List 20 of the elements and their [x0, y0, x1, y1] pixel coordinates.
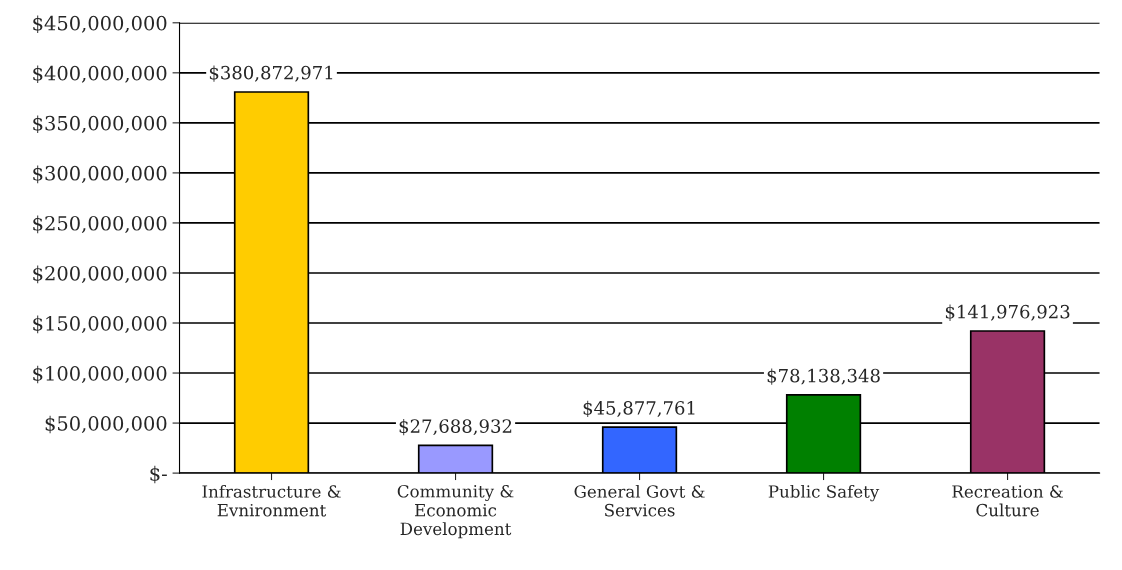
data-label: $380,872,971 [209, 65, 333, 82]
y-tick-label: $400,000,000 [33, 65, 167, 84]
data-label: $27,688,932 [399, 418, 512, 436]
y-tick-label: $150,000,000 [33, 315, 167, 334]
x-tick-label: General Govt & Services [574, 484, 705, 517]
y-tick-label: $- [150, 465, 167, 484]
y-tick-label: $250,000,000 [33, 215, 167, 234]
data-label: $141,976,923 [945, 304, 1070, 321]
data-label: $45,877,761 [583, 400, 695, 418]
x-tick-label: Public Safety [768, 484, 880, 502]
y-tick-label: $350,000,000 [33, 115, 167, 134]
y-tick-label: $200,000,000 [33, 265, 167, 284]
x-tick-label: Community & Economic Development [397, 484, 514, 539]
x-tick-label: Recreation & Culture [952, 485, 1063, 517]
x-tick-label: Infrastructure & Evnironment [202, 484, 341, 517]
y-tick-label: $300,000,000 [33, 165, 167, 184]
y-tick-label: $100,000,000 [33, 365, 167, 384]
y-tick-label: $50,000,000 [45, 415, 167, 434]
data-label: $78,138,348 [767, 368, 880, 385]
y-tick-label: $450,000,000 [33, 15, 167, 34]
